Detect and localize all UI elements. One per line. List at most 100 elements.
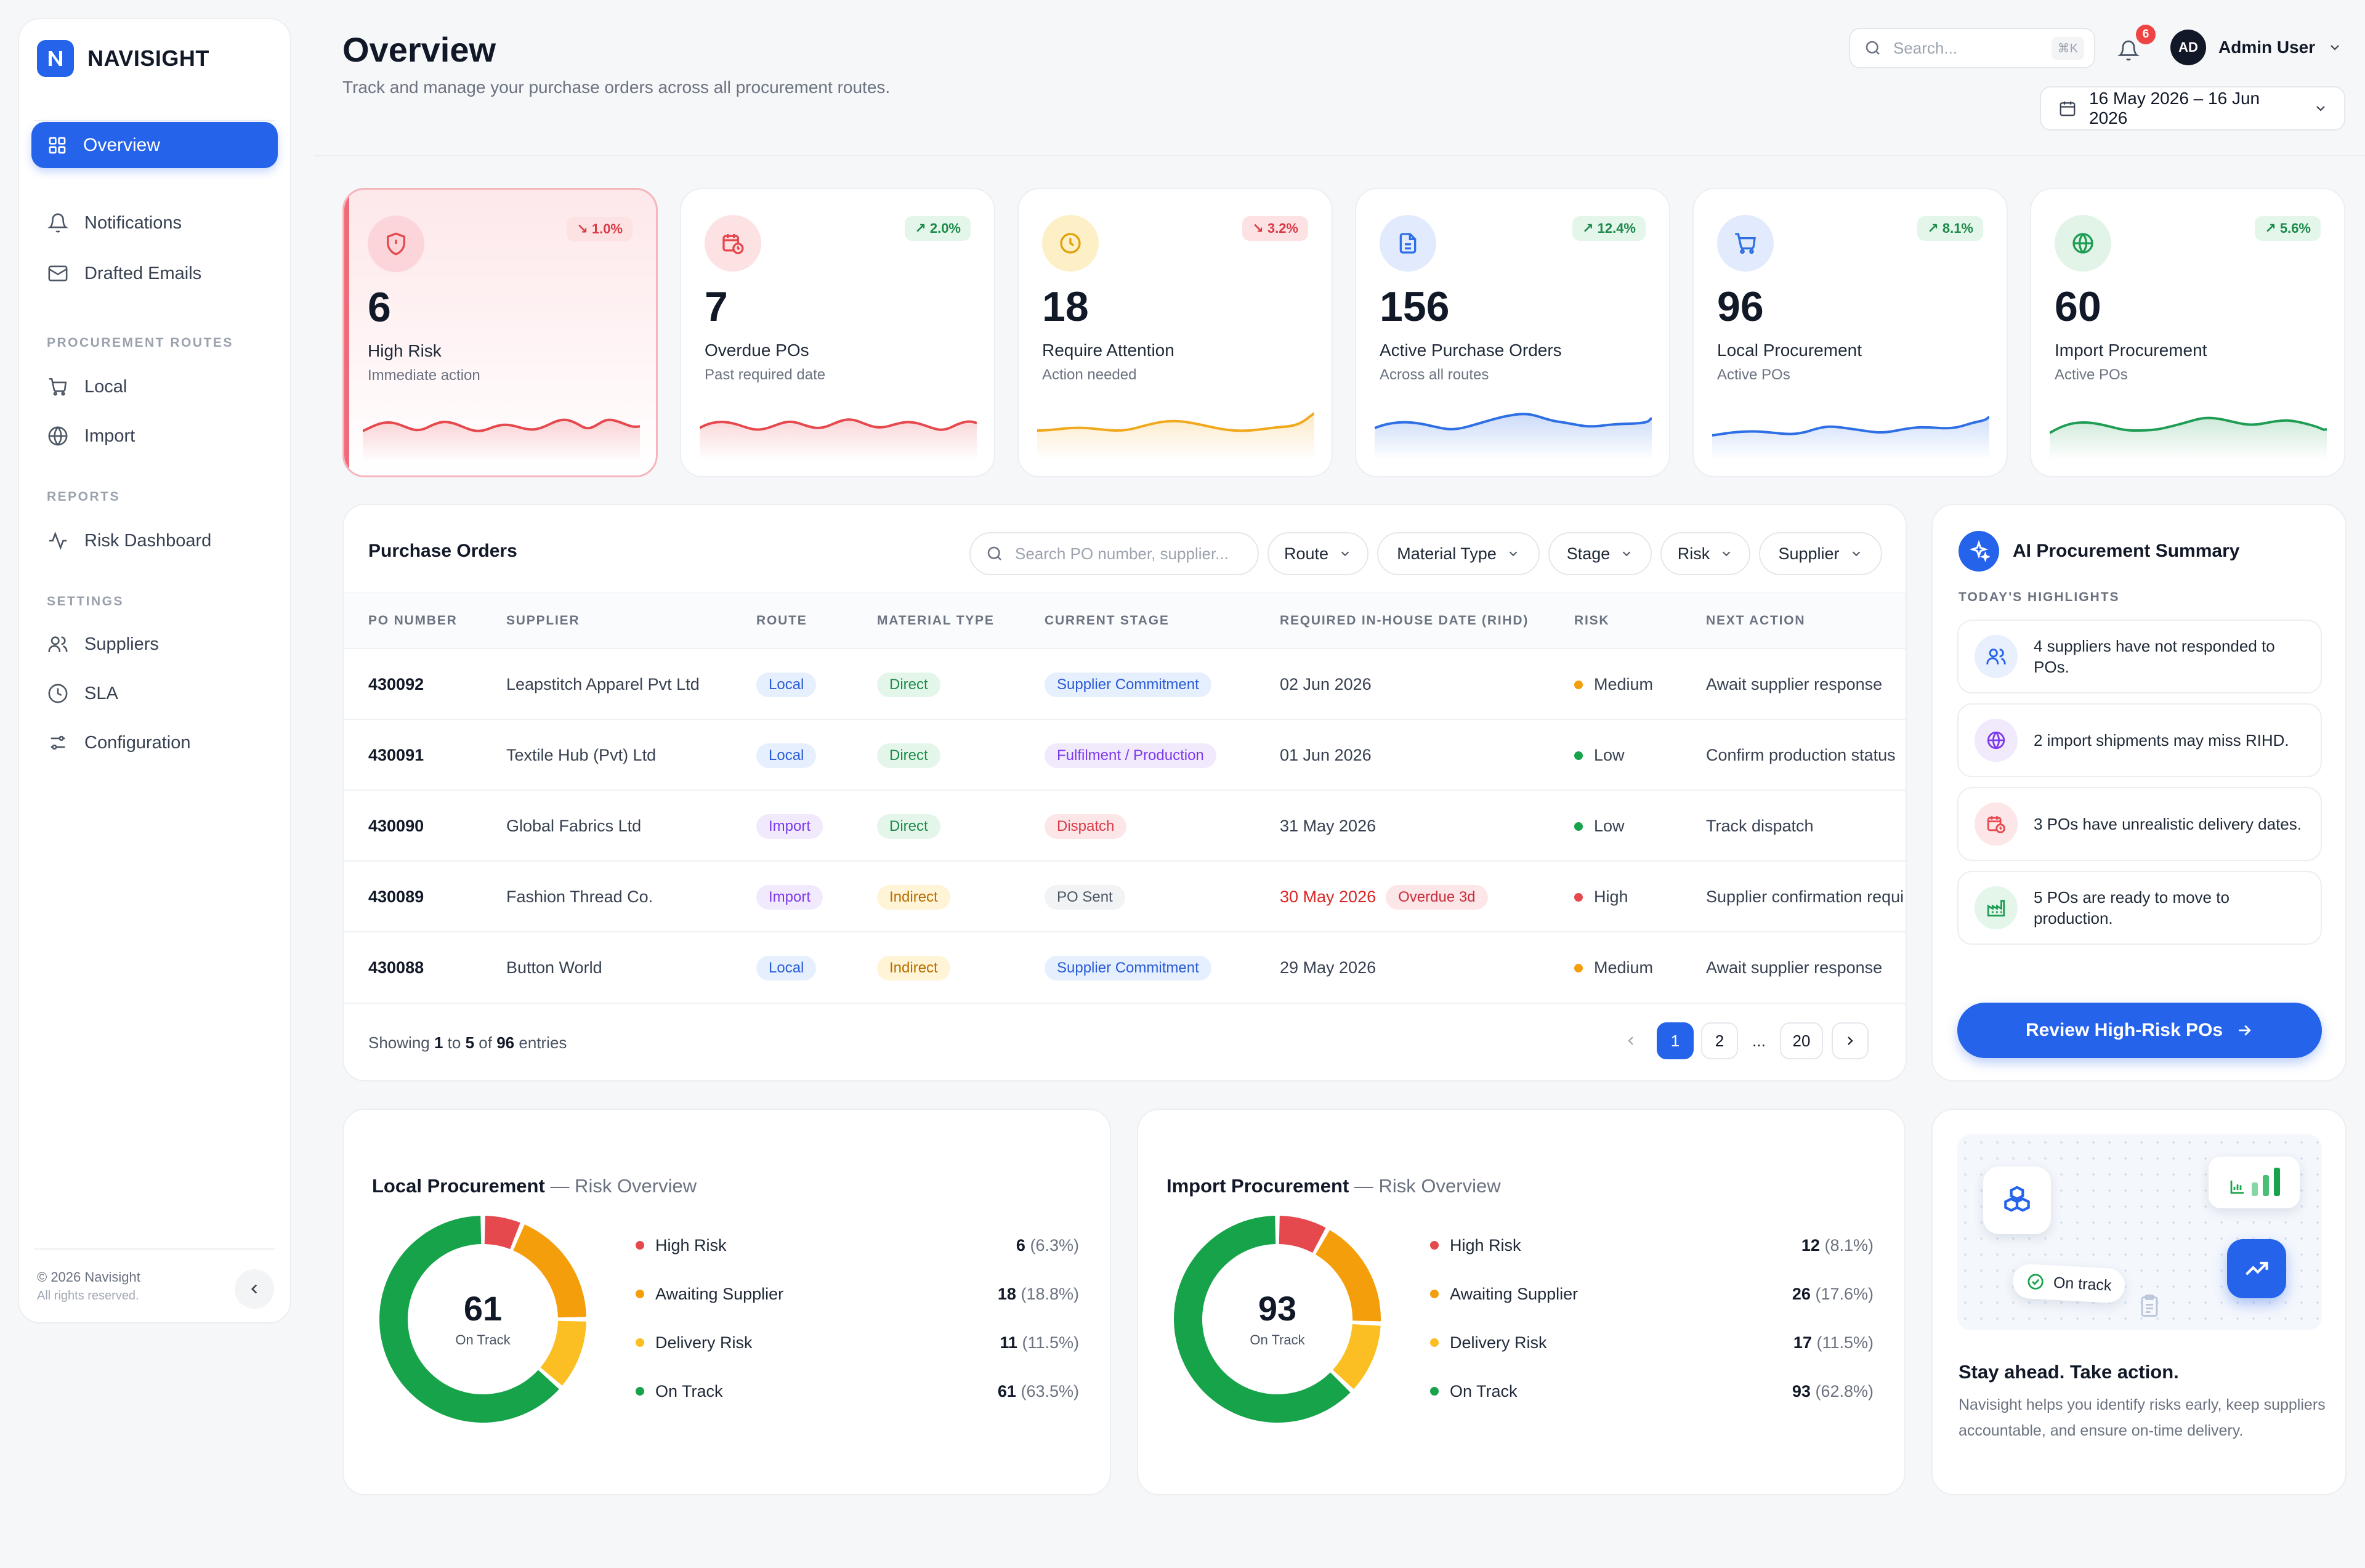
brand[interactable]: NAVISIGHT: [37, 40, 209, 77]
mail-icon: [48, 265, 68, 281]
search-input[interactable]: Search...: [1893, 38, 1958, 57]
highlight-item[interactable]: 3 POs have unrealistic delivery dates.: [1957, 787, 2322, 861]
donut-segment-high-risk[interactable]: [484, 1216, 520, 1250]
column-header[interactable]: NEXT ACTION: [1706, 613, 1806, 628]
donut-segment-awaiting-supplier[interactable]: [1315, 1230, 1381, 1322]
button-label: Review High-Risk POs: [2025, 1020, 2223, 1040]
kpi-card-high-risk[interactable]: ↘ 1.0% 6 High Risk Immediate action: [342, 188, 658, 477]
risk-dot: [1574, 751, 1583, 760]
search-icon: [987, 546, 1001, 560]
column-header[interactable]: RISK: [1574, 613, 1610, 628]
highlight-item[interactable]: 2 import shipments may miss RIHD.: [1957, 703, 2322, 777]
column-header[interactable]: SUPPLIER: [506, 613, 580, 628]
donut-segment-awaiting-supplier[interactable]: [513, 1224, 586, 1318]
page-button[interactable]: 2: [1701, 1022, 1738, 1059]
sidebar-item-sla[interactable]: SLA: [47, 683, 118, 704]
kpi-delta: ↗ 5.6%: [2255, 216, 2321, 241]
column-header[interactable]: REQUIRED IN-HOUSE DATE (RIHD): [1280, 613, 1529, 628]
filter-route[interactable]: Route: [1267, 532, 1368, 575]
kpi-label: Overdue POs: [705, 341, 809, 360]
filter-risk[interactable]: Risk: [1660, 532, 1750, 575]
sidebar-item-overview[interactable]: Overview: [31, 122, 278, 168]
legend-dot: [636, 1338, 644, 1347]
donut-segment-on-track[interactable]: [1174, 1216, 1351, 1423]
donut-segment-delivery-risk[interactable]: [540, 1320, 586, 1386]
kpi-sublabel: Across all routes: [1380, 366, 1489, 383]
column-header[interactable]: CURRENT STAGE: [1045, 613, 1170, 628]
bell-icon: [2117, 40, 2140, 61]
risk-level: Low: [1574, 791, 1625, 862]
brand-logo: [37, 40, 74, 77]
kpi-card-require-attention[interactable]: ↘ 3.2% 18 Require Attention Action needed: [1017, 188, 1333, 477]
page-next-button[interactable]: [1832, 1022, 1869, 1059]
donut-segment-delivery-risk[interactable]: [1332, 1324, 1381, 1389]
kpi-sparkline: [363, 418, 640, 461]
table-row[interactable]: 430089 Fashion Thread Co. Import Indirec…: [344, 860, 1906, 931]
sidebar-item-notifications[interactable]: Notifications: [47, 212, 182, 233]
filter-stage[interactable]: Stage: [1548, 532, 1652, 575]
supplier-name: Button World: [506, 958, 602, 977]
donut-segment-on-track[interactable]: [379, 1216, 559, 1423]
filter-material-type[interactable]: Material Type: [1377, 532, 1540, 575]
legend-dot: [1430, 1290, 1439, 1298]
page-button[interactable]: 20: [1780, 1022, 1823, 1059]
users-icon: [48, 636, 68, 652]
cart-icon: [1717, 215, 1774, 272]
highlight-item[interactable]: 5 POs are ready to move to production.: [1957, 871, 2322, 945]
po-number[interactable]: 430091: [368, 746, 424, 764]
date-range-picker[interactable]: 16 May 2026 – 16 Jun 2026: [2040, 86, 2345, 131]
showing-prefix: Showing: [368, 1033, 430, 1052]
kpi-card-active-pos[interactable]: ↗ 12.4% 156 Active Purchase Orders Across…: [1355, 188, 1670, 477]
notifications-button[interactable]: [2111, 33, 2146, 68]
highlight-item[interactable]: 4 suppliers have not responded to POs.: [1957, 620, 2322, 693]
avatar: AD: [2170, 30, 2206, 65]
donut-center-label: On Track: [1250, 1332, 1305, 1348]
column-header[interactable]: MATERIAL TYPE: [877, 613, 995, 628]
sparkles-icon: [1959, 531, 1999, 572]
legend-item: High Risk 6 (6.3%): [636, 1233, 1079, 1258]
column-header[interactable]: PO NUMBER: [368, 613, 458, 628]
po-number[interactable]: 430089: [368, 887, 424, 906]
on-track-label: On track: [2053, 1274, 2112, 1295]
donut-center-value: 61: [463, 1289, 503, 1328]
table-row[interactable]: 430092 Leapstitch Apparel Pvt Ltd Local …: [344, 648, 1906, 719]
donut-segment-high-risk[interactable]: [1279, 1216, 1326, 1253]
po-search-placeholder: Search PO number, supplier...: [1015, 544, 1229, 563]
po-number[interactable]: 430088: [368, 958, 424, 977]
activity-icon: [49, 531, 67, 550]
kpi-card-import-procurement[interactable]: ↗ 5.6% 60 Import Procurement Active POs: [2030, 188, 2345, 477]
page-button[interactable]: 1: [1657, 1022, 1694, 1059]
table-row[interactable]: 430090 Global Fabrics Ltd Import Direct …: [344, 790, 1906, 860]
sidebar-item-local[interactable]: Local: [47, 376, 127, 397]
kpi-sparkline: [700, 418, 977, 460]
clock-icon: [1042, 215, 1099, 272]
po-search-input[interactable]: Search PO number, supplier...: [969, 532, 1259, 575]
kpi-card-local-procurement[interactable]: ↗ 8.1% 96 Local Procurement Active POs: [1692, 188, 2008, 477]
arrow-up-icon: ↗: [1927, 220, 1939, 236]
column-header[interactable]: ROUTE: [756, 613, 807, 628]
filter-supplier[interactable]: Supplier: [1759, 532, 1882, 575]
kpi-card-overdue[interactable]: ↗ 2.0% 7 Overdue POs Past required date: [680, 188, 995, 477]
global-search[interactable]: Search... ⌘K: [1849, 28, 2095, 68]
sidebar-item-import[interactable]: Import: [47, 426, 135, 447]
sidebar: NAVISIGHT Overview Notifications Drafted…: [18, 18, 291, 1324]
material-badge: Direct: [877, 672, 940, 697]
sidebar-item-risk-dashboard[interactable]: Risk Dashboard: [47, 530, 211, 551]
kpi-delta: ↘ 1.0%: [567, 217, 633, 241]
sidebar-item-suppliers[interactable]: Suppliers: [47, 634, 159, 655]
table-row[interactable]: 430091 Textile Hub (Pvt) Ltd Local Direc…: [344, 719, 1906, 790]
po-number[interactable]: 430090: [368, 817, 424, 835]
page-prev-button[interactable]: [1612, 1022, 1649, 1059]
table-row[interactable]: 430088 Button World Local Indirect Suppl…: [344, 931, 1906, 1002]
filter-label: Stage: [1566, 544, 1611, 563]
collapse-sidebar-button[interactable]: [235, 1269, 274, 1309]
review-high-risk-button[interactable]: Review High-Risk POs: [1957, 1003, 2322, 1058]
sidebar-item-configuration[interactable]: Configuration: [47, 732, 191, 753]
user-menu[interactable]: AD Admin User: [2170, 30, 2342, 65]
section-procurement-routes: PROCUREMENT ROUTES: [47, 336, 233, 350]
sidebar-item-drafted-emails[interactable]: Drafted Emails: [47, 263, 201, 284]
po-number[interactable]: 430092: [368, 675, 424, 693]
legend-dot: [1430, 1241, 1439, 1250]
kpi-sparkline: [1375, 413, 1652, 460]
legend-label: Delivery Risk: [655, 1333, 753, 1352]
